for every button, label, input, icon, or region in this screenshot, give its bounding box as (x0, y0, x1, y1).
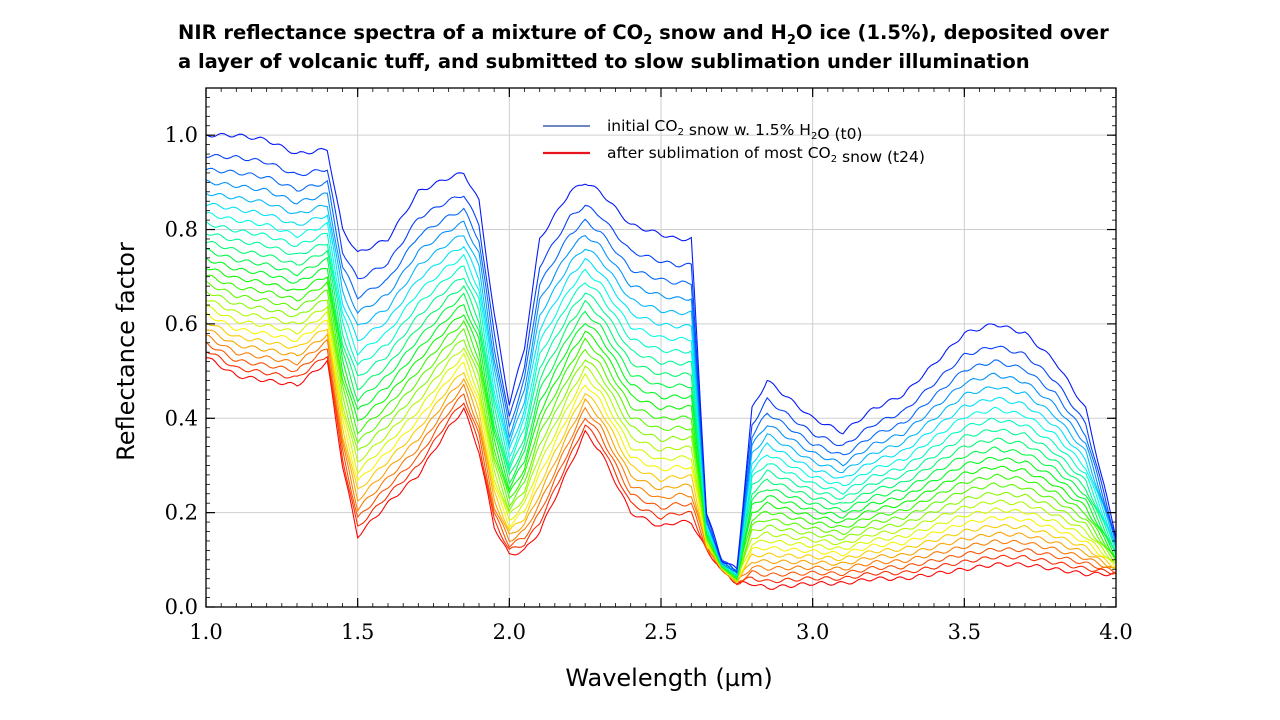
y-tick-label: 0.8 (165, 218, 198, 242)
chart-title: NIR reflectance spectra of a mixture of … (178, 18, 1238, 76)
x-tick-label: 1.5 (341, 620, 374, 644)
legend-label-1: after sublimation of most CO2 snow (t24) (607, 144, 925, 166)
x-axis-title: Wavelength (µm) (565, 664, 772, 692)
spectrum-line-21 (205, 333, 1117, 582)
spectrum-line-24 (205, 357, 1117, 590)
chart-title-line2: a layer of volcanic tuff, and submitted … (178, 50, 1030, 73)
spectrum-line-13 (205, 274, 1117, 580)
legend-label-0: initial CO2 snow w. 1.5% H2O (t0) (607, 117, 862, 143)
spectrum-line-19 (205, 321, 1117, 584)
chart-title-line1: NIR reflectance spectra of a mixture of … (178, 21, 1109, 48)
y-tick-label: 0.4 (165, 406, 198, 430)
x-tick-label: 2.5 (644, 620, 677, 644)
spectrum-line-9 (205, 240, 1117, 579)
spectrum-line-16 (205, 300, 1117, 583)
spectrum-line-7 (205, 221, 1117, 575)
ticks (205, 88, 1117, 608)
spectrum-line-4 (205, 192, 1117, 575)
spectrum-line-20 (205, 329, 1117, 584)
spectrum-line-5 (205, 202, 1117, 577)
x-tick-label: 3.5 (948, 620, 981, 644)
spectrum-line-18 (205, 311, 1117, 580)
x-tick-label: 4.0 (1099, 620, 1132, 644)
spectrum-line-12 (205, 268, 1117, 581)
x-tick-label: 3.0 (796, 620, 829, 644)
spectrum-line-17 (205, 305, 1117, 581)
spectrum-line-2 (205, 167, 1117, 573)
series-group (205, 132, 1117, 590)
spectrum-line-23 (205, 351, 1117, 586)
spectrum-line-6 (205, 211, 1117, 575)
y-tick-label: 0.6 (165, 312, 198, 336)
spectrum-line-1 (205, 153, 1117, 574)
spectrum-line-15 (205, 290, 1117, 581)
y-axis-title: Reflectance factor (112, 242, 140, 461)
spectrum-line-11 (205, 257, 1117, 578)
legend: initial CO2 snow w. 1.5% H2O (t0)after s… (543, 117, 925, 166)
spectrum-line-14 (205, 280, 1117, 578)
tick-labels: 1.0 1.5 2.0 2.5 3.0 3.5 4.0 0.0 0.2 0.4 0.6 0.8 1.0 (165, 123, 1133, 644)
spectrum-line-22 (205, 341, 1117, 583)
y-tick-label: 0.0 (165, 595, 198, 619)
spectrum-line-0 (205, 132, 1117, 570)
y-tick-label: 1.0 (165, 123, 198, 147)
spectrum-line-8 (205, 233, 1117, 579)
spectrum-line-3 (205, 179, 1117, 572)
y-tick-label: 0.2 (165, 501, 198, 525)
spectrum-line-10 (205, 248, 1117, 576)
x-tick-label: 2.0 (493, 620, 526, 644)
x-tick-label: 1.0 (189, 620, 222, 644)
